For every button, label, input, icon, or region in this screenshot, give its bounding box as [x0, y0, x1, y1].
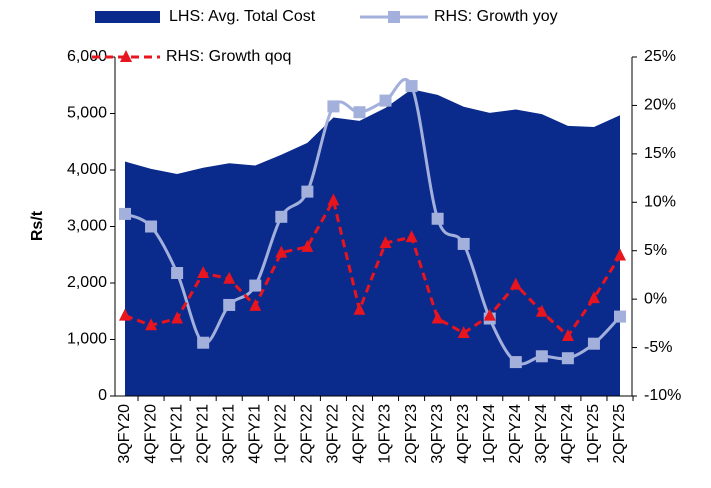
marker	[327, 193, 340, 206]
marker	[561, 352, 574, 365]
x-tick-label: 4QFY24	[559, 404, 576, 464]
marker	[301, 185, 314, 198]
x-tick-label: 1QFY24	[481, 404, 498, 464]
marker	[171, 266, 184, 279]
marker	[301, 239, 314, 252]
marker	[197, 336, 210, 349]
y2-tick-label: -5%	[644, 339, 672, 356]
marker	[457, 237, 470, 250]
marker	[614, 310, 626, 323]
legend-label: LHS: Avg. Total Cost	[169, 8, 316, 25]
x-tick-label: 2QFY24	[507, 404, 524, 464]
x-tick-label: 4QFY21	[246, 404, 263, 464]
marker	[614, 248, 626, 261]
x-tick-label: 2QFY22	[299, 404, 316, 464]
marker	[405, 80, 418, 93]
marker	[353, 106, 366, 119]
y-tick-label: 2,000	[67, 274, 107, 291]
marker	[145, 318, 158, 331]
x-tick-label: 4QFY20	[142, 404, 159, 464]
x-tick-label: 3QFY23	[429, 404, 446, 464]
x-tick-label: 2QFY23	[403, 404, 420, 464]
marker	[483, 308, 496, 321]
y-axis-title: Rs/t	[29, 210, 46, 241]
marker	[587, 337, 600, 350]
line	[124, 196, 622, 339]
marker	[223, 271, 236, 284]
x-tick-label: 2QFY21	[194, 404, 211, 464]
marker	[353, 302, 366, 315]
y2-tick-label: 25%	[644, 48, 676, 65]
marker	[275, 210, 288, 223]
marker	[535, 350, 548, 363]
marker	[509, 277, 522, 290]
x-tick-label: 1QFY23	[377, 404, 394, 464]
y-tick-label: 6,000	[67, 48, 107, 65]
marker	[457, 326, 470, 339]
y2-tick-label: 20%	[644, 97, 676, 114]
x-tick-label: 1QFY22	[273, 404, 290, 464]
y2-tick-label: 0%	[644, 290, 667, 307]
y-tick-label: 0	[98, 387, 107, 404]
marker	[275, 245, 288, 258]
y2-tick-label: -10%	[644, 387, 681, 404]
marker	[171, 311, 184, 324]
marker	[119, 308, 131, 321]
x-tick-label: 1QFY21	[168, 404, 185, 464]
legend-marker	[120, 50, 132, 62]
x-tick-label: 3QFY21	[220, 404, 237, 464]
marker	[405, 230, 418, 243]
y2-tick-label: 15%	[644, 145, 676, 162]
legend-marker	[388, 11, 400, 23]
y-tick-label: 1,000	[67, 331, 107, 348]
x-tick-label: 2QFY25	[611, 404, 628, 464]
marker	[431, 212, 444, 225]
marker	[509, 356, 522, 369]
legend-label: RHS: Growth yoy	[434, 8, 558, 25]
marker	[379, 94, 392, 107]
y2-tick-label: 10%	[644, 194, 676, 211]
marker	[587, 291, 600, 304]
x-tick-label: 4QFY22	[351, 404, 368, 464]
x-tick-label: 1QFY25	[585, 404, 602, 464]
marker	[431, 311, 444, 324]
x-tick-label: 3QFY20	[116, 404, 133, 464]
marker	[223, 298, 236, 311]
marker	[561, 328, 574, 341]
y2-tick-label: 5%	[644, 242, 667, 259]
y-tick-label: 3,000	[67, 218, 107, 235]
marker	[119, 207, 131, 220]
legend-label: RHS: Growth qoq	[166, 48, 291, 65]
marker	[197, 265, 210, 278]
area	[125, 89, 620, 396]
y-tick-label: 5,000	[67, 105, 107, 122]
marker	[379, 235, 392, 248]
legend-swatch	[95, 11, 160, 23]
marker	[145, 220, 158, 233]
marker	[327, 100, 340, 113]
y-tick-label: 4,000	[67, 161, 107, 178]
marker	[249, 298, 262, 311]
marker	[535, 304, 548, 317]
marker	[249, 279, 262, 292]
x-tick-label: 3QFY24	[533, 404, 550, 464]
x-tick-label: 3QFY22	[325, 404, 342, 464]
x-tick-label: 4QFY23	[455, 404, 472, 464]
